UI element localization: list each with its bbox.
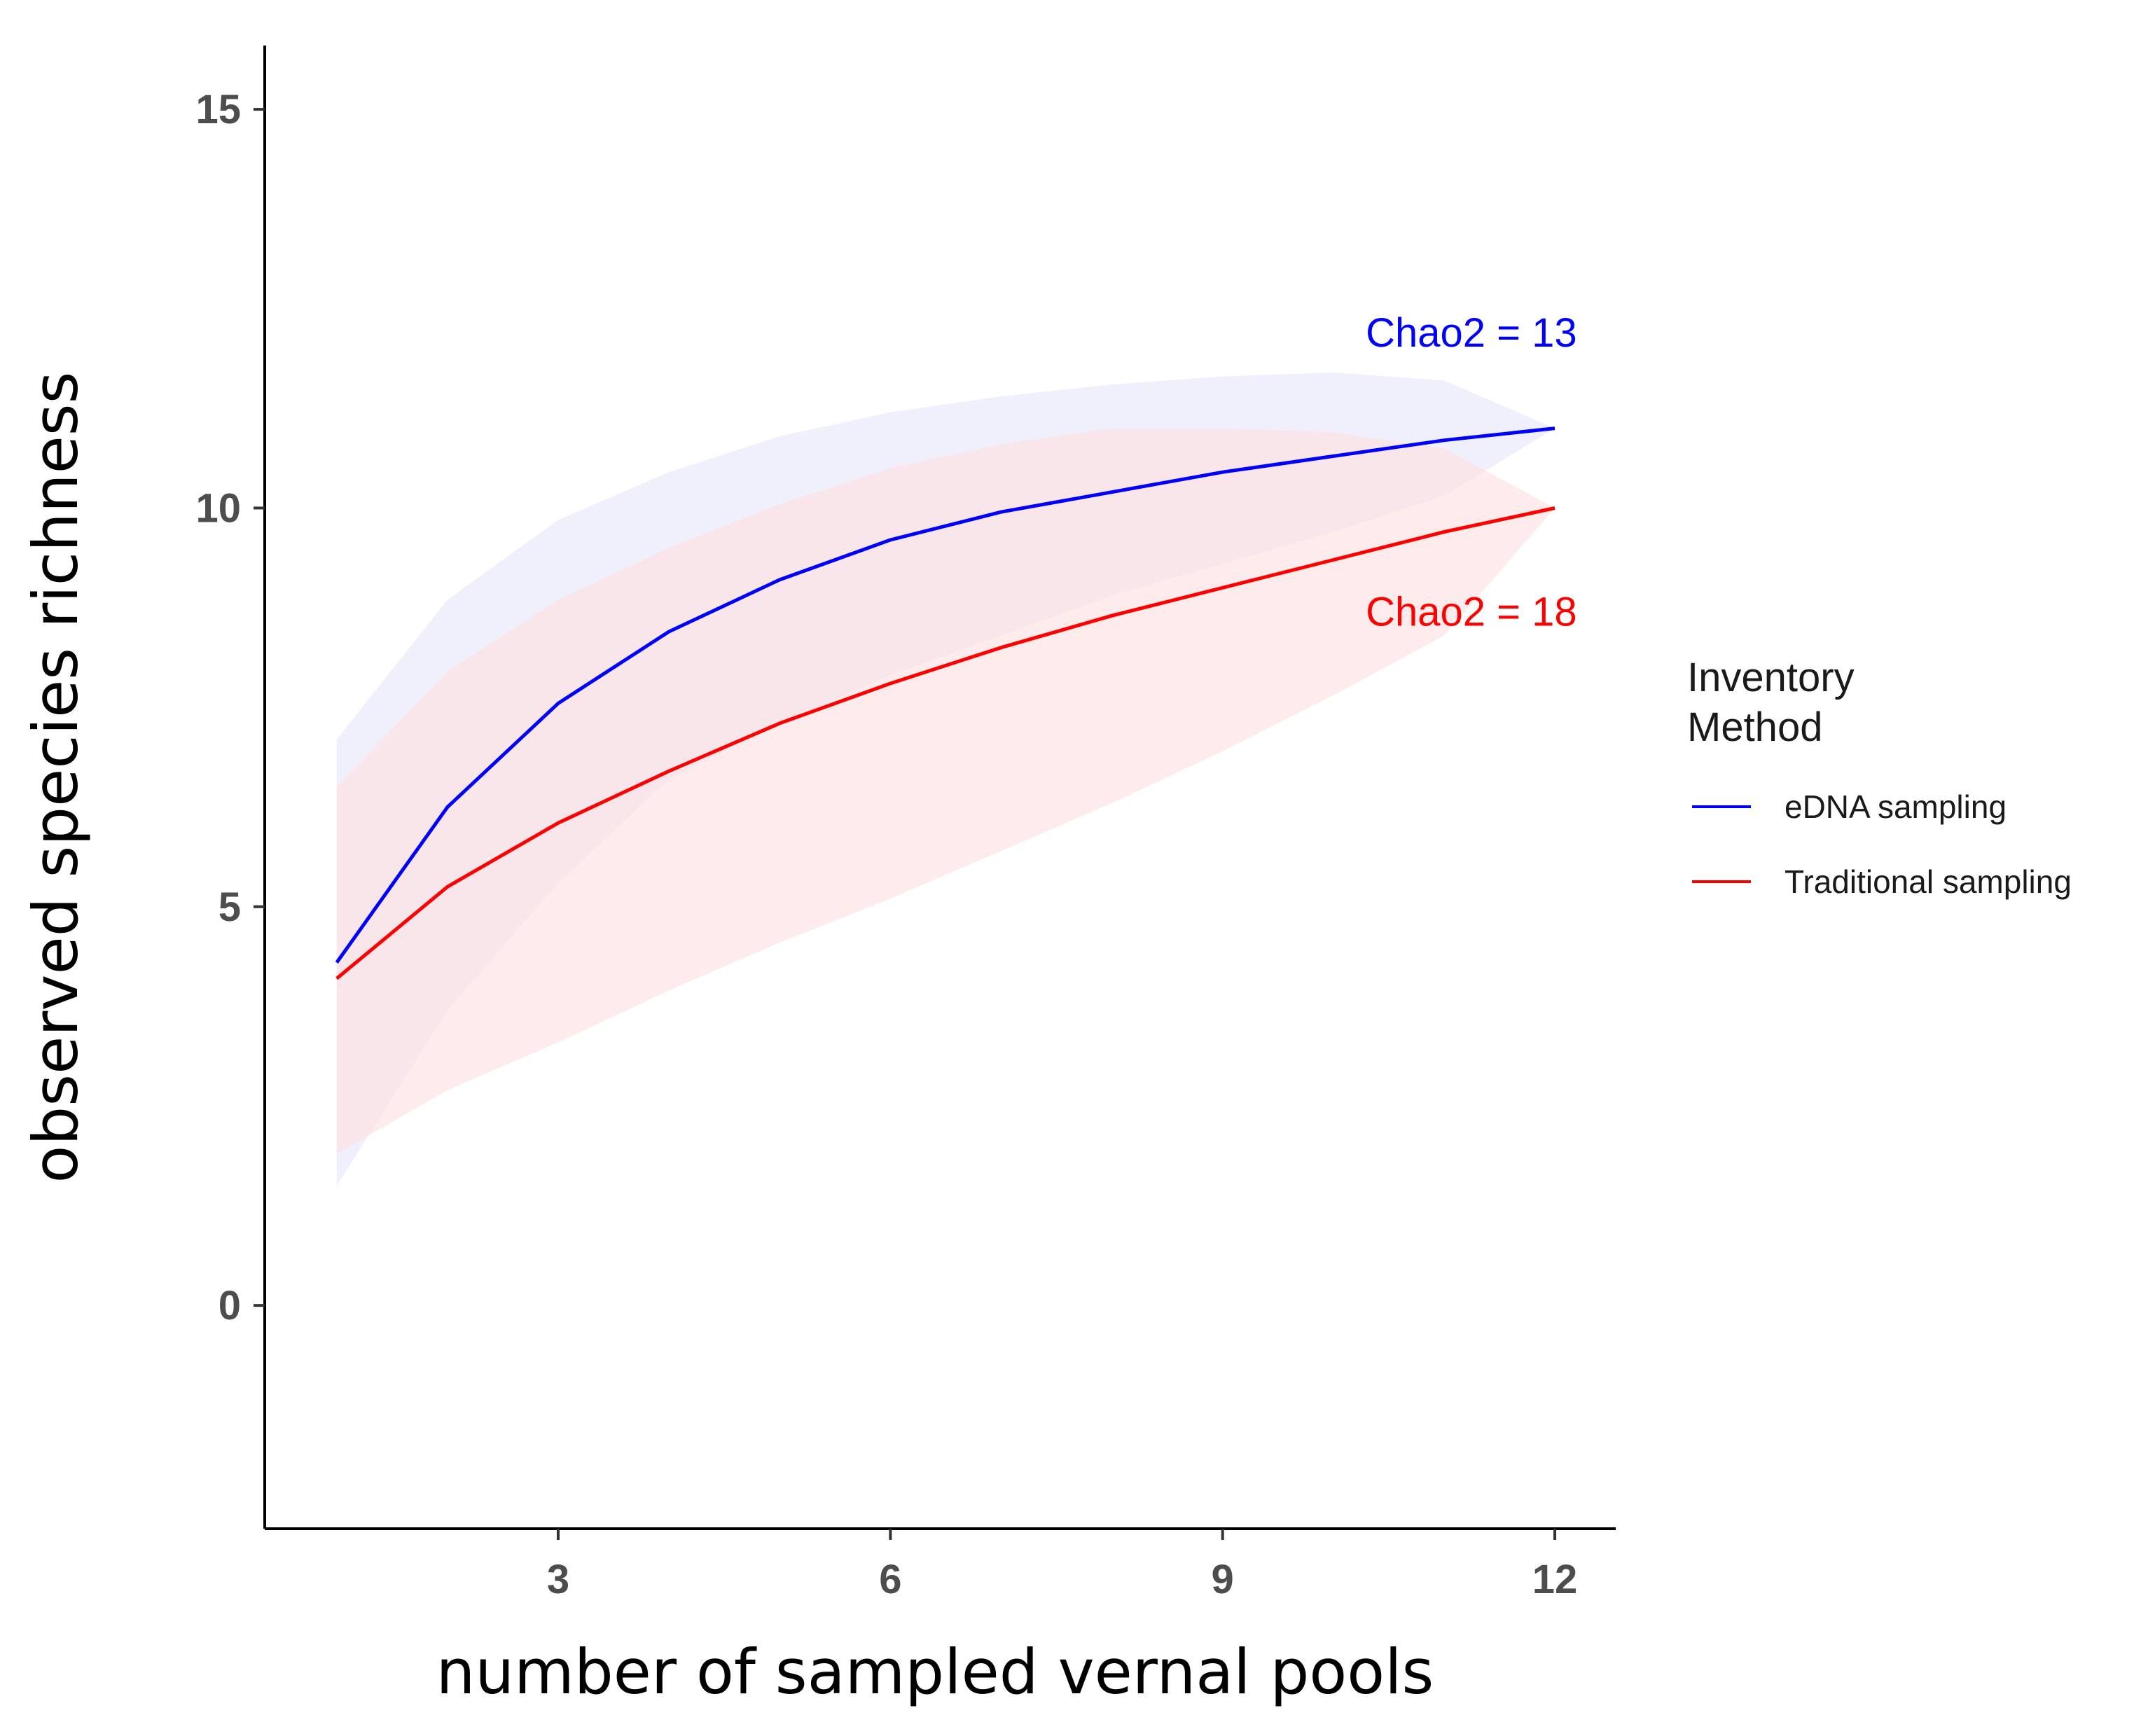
- legend-title-line-2: Method: [1687, 704, 1822, 750]
- line-traditional: [335, 506, 1555, 980]
- legend: Inventory Method eDNA sampling Tradition…: [1687, 655, 2072, 900]
- y-tick-label-5: 5: [219, 884, 241, 930]
- x-tick-label-9: 9: [1212, 1557, 1234, 1602]
- confidence-bands: [336, 372, 1555, 1186]
- band-traditional: [336, 428, 1555, 1154]
- annotation-chao2-traditional: Chao2 = 18: [1366, 589, 1577, 634]
- x-tick-label-12: 12: [1532, 1557, 1578, 1602]
- x-tick-label-6: 6: [879, 1557, 901, 1602]
- y-tick-label-0: 0: [219, 1283, 241, 1328]
- series-lines: [335, 426, 1555, 980]
- annotation-chao2-edna: Chao2 = 13: [1366, 310, 1577, 356]
- legend-title-line-1: Inventory: [1687, 655, 1855, 700]
- y-axis-title: observed species richness: [20, 372, 92, 1183]
- legend-label-edna: eDNA sampling: [1785, 789, 2007, 825]
- y-axis-ticks: 0 5 10 15: [195, 87, 265, 1328]
- x-axis-ticks: 3 6 9 12: [547, 1529, 1577, 1602]
- x-axis-title: number of sampled vernal pools: [436, 1636, 1434, 1708]
- legend-label-traditional: Traditional sampling: [1785, 863, 2072, 900]
- y-tick-label-15: 15: [195, 87, 241, 132]
- x-tick-label-3: 3: [547, 1557, 569, 1602]
- y-tick-label-10: 10: [195, 485, 241, 531]
- line-edna: [335, 426, 1555, 964]
